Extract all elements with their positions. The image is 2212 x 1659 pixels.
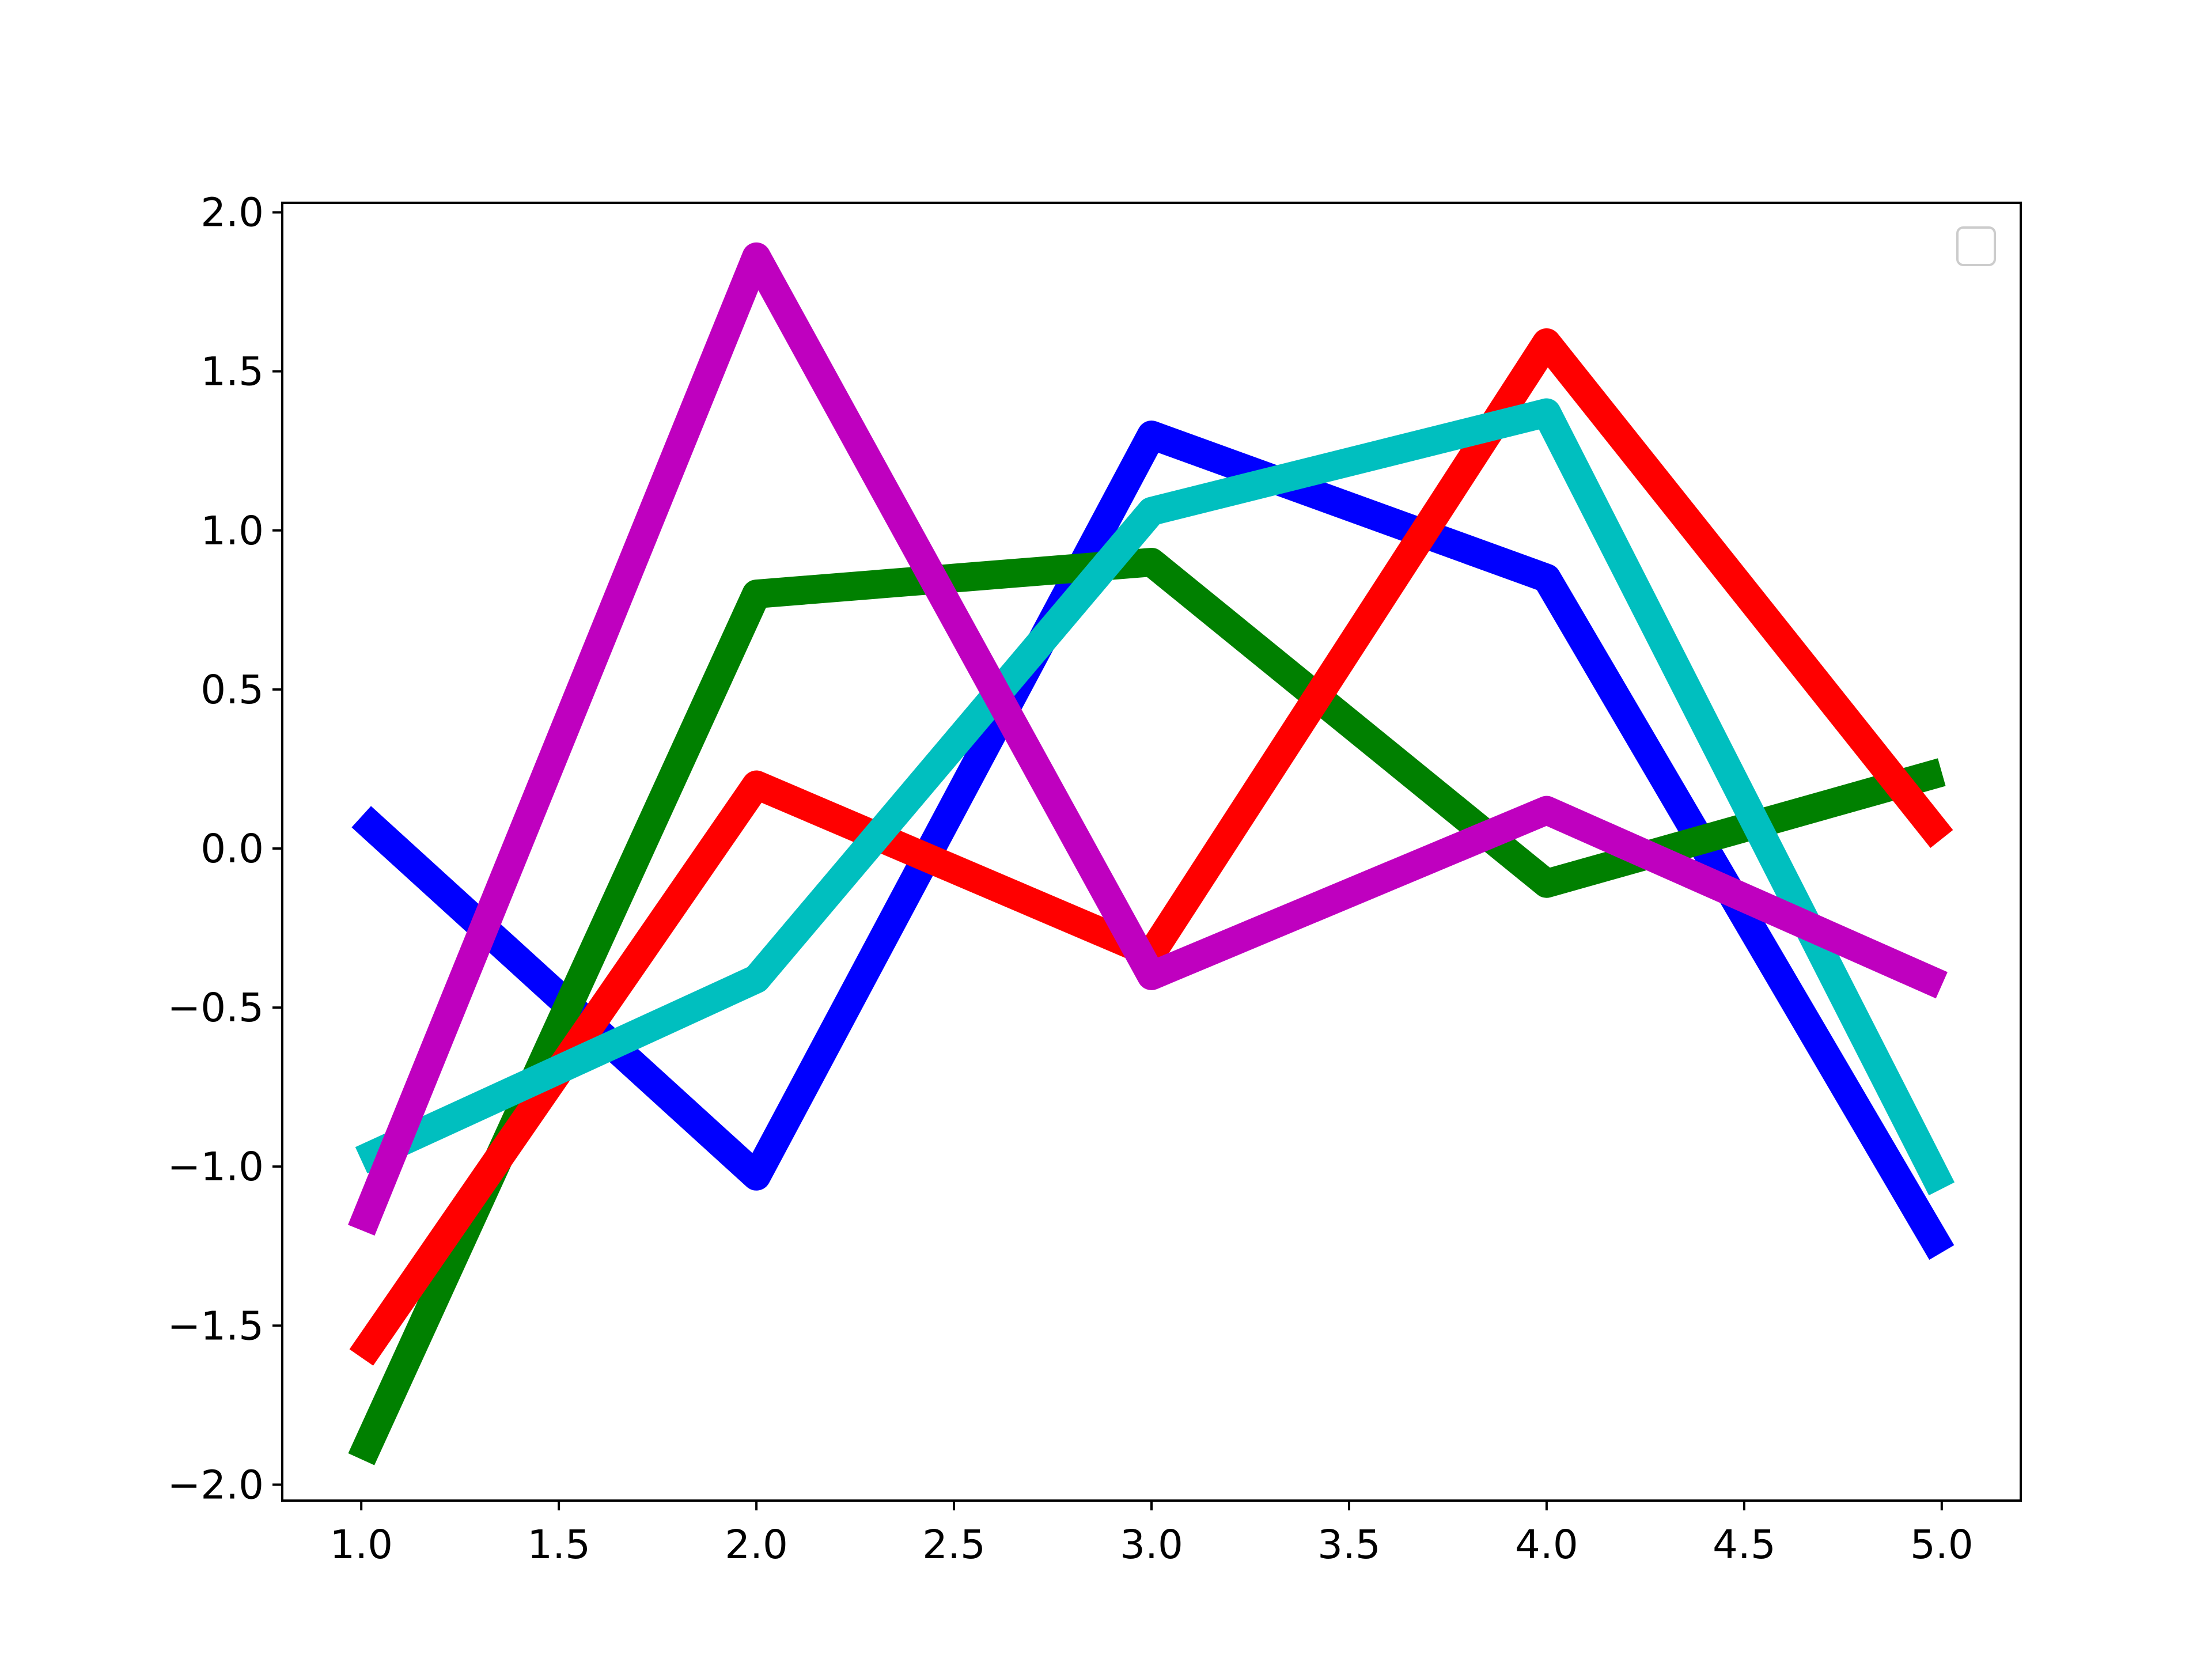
series-line-4 (355, 398, 1955, 1196)
x-tick-label: 3.0 (1120, 1522, 1183, 1568)
x-tick-label: 3.5 (1317, 1522, 1381, 1568)
series-line-5 (348, 242, 1948, 1236)
y-tick-label: −2.0 (167, 1462, 264, 1508)
x-axis: 1.0 1.5 2.0 2.5 3.0 3.5 4.0 4.5 5.0 (329, 1501, 1974, 1568)
x-tick-label: 1.5 (527, 1522, 590, 1568)
x-tick-label: 1.0 (329, 1522, 393, 1568)
series-line-2 (348, 548, 1946, 1465)
y-tick-label: 0.0 (200, 826, 264, 872)
x-tick-label: 2.5 (922, 1522, 986, 1568)
series-layer (348, 242, 1955, 1465)
y-tick-label: 2.0 (200, 190, 264, 236)
y-tick-label: −0.5 (167, 985, 264, 1031)
x-tick-label: 4.5 (1713, 1522, 1776, 1568)
y-tick-label: −1.0 (167, 1144, 264, 1190)
legend-box (1956, 226, 1996, 266)
plot-area (282, 203, 2021, 1501)
y-tick-label: 1.0 (200, 508, 264, 554)
y-tick-label: 0.5 (200, 667, 264, 713)
x-tick-label: 5.0 (1910, 1522, 1974, 1568)
x-tick-label: 2.0 (725, 1522, 788, 1568)
series-line-1 (351, 421, 1955, 1260)
x-tick-label: 4.0 (1515, 1522, 1578, 1568)
y-tick-label: −1.5 (167, 1303, 264, 1349)
y-axis: −2.0 −1.5 −1.0 −0.5 0.0 0.5 1.0 1.5 2.0 (167, 190, 282, 1508)
y-tick-label: 1.5 (200, 349, 264, 395)
